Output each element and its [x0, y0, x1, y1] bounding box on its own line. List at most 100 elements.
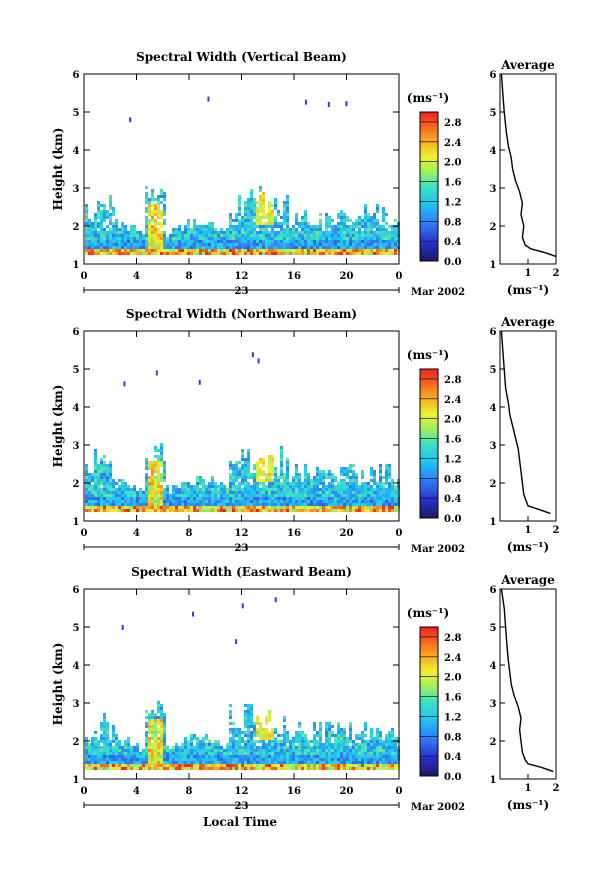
x-tick-label: 8	[186, 786, 193, 797]
average-title: Average	[500, 315, 555, 329]
colorbar-unit: (ms⁻¹)	[407, 91, 449, 105]
colorbar-tick-label: 2.8	[444, 633, 461, 644]
colorbar-tick-label: 1.6	[444, 693, 461, 704]
colorbar-unit: (ms⁻¹)	[407, 348, 449, 362]
panel-title: Spectral Width (Northward Beam)	[126, 307, 357, 321]
colorbar-tick-label: 0.8	[444, 217, 461, 228]
panel-title: Spectral Width (Vertical Beam)	[136, 50, 347, 64]
avg-x-label: (ms⁻¹)	[507, 540, 549, 554]
x-tick-label: 4	[133, 786, 140, 797]
avg-y-tick-label: 6	[490, 585, 497, 596]
colorbar-unit: (ms⁻¹)	[407, 606, 449, 620]
avg-x-tick-label: 2	[553, 783, 560, 794]
avg-y-tick-label: 4	[490, 146, 497, 157]
avg-y-tick-label: 3	[490, 184, 497, 195]
panel-title: Spectral Width (Eastward Beam)	[131, 565, 352, 579]
avg-y-tick-label: 2	[490, 479, 497, 490]
colorbar-tick-label: 0.0	[444, 257, 461, 268]
average-frame	[499, 588, 557, 780]
x-tick-label: 8	[186, 528, 193, 539]
colorbar-tick-label: 1.6	[444, 435, 461, 446]
heatmap-cells	[85, 597, 400, 770]
x-axis-label: Local Time	[203, 815, 277, 829]
colorbar-tick-label: 2.0	[444, 415, 461, 426]
colorbar	[419, 368, 439, 519]
y-tick-label: 4	[73, 403, 80, 414]
x-tick-label: 16	[287, 528, 301, 539]
x-tick-label: 0	[81, 786, 88, 797]
avg-y-tick-label: 1	[490, 775, 497, 786]
colorbar-tick-label: 2.4	[444, 653, 461, 664]
colorbar-tick-label: 2.8	[444, 375, 461, 386]
colorbar-tick-label: 0.4	[444, 752, 461, 763]
avg-y-tick-label: 2	[490, 222, 497, 233]
avg-x-label: (ms⁻¹)	[507, 283, 549, 297]
average-title: Average	[500, 58, 555, 72]
colorbar-tick-label: 0.0	[444, 772, 461, 783]
x-tick-label: 4	[133, 271, 140, 282]
average-profile-line	[500, 73, 557, 258]
avg-y-tick-label: 5	[490, 108, 497, 119]
y-tick-label: 3	[73, 699, 80, 710]
colorbar-tick-label: 0.8	[444, 732, 461, 743]
day-label: 23	[235, 801, 249, 812]
y-axis-label: Height (km)	[51, 643, 65, 726]
colorbar-tick-label: 0.8	[444, 474, 461, 485]
avg-x-label: (ms⁻¹)	[507, 798, 549, 812]
x-tick-label: 0	[396, 528, 403, 539]
avg-y-tick-label: 1	[490, 517, 497, 528]
avg-x-tick-label: 1	[525, 268, 532, 279]
x-tick-label: 20	[340, 271, 354, 282]
heatmap-cells	[85, 352, 400, 512]
avg-y-tick-label: 6	[490, 327, 497, 338]
colorbar-tick-label: 0.0	[444, 514, 461, 525]
x-tick-label: 20	[340, 786, 354, 797]
x-tick-label: 0	[396, 786, 403, 797]
avg-x-tick-label: 2	[553, 268, 560, 279]
day-label: 23	[235, 286, 249, 297]
avg-y-tick-label: 6	[490, 70, 497, 81]
month-label: Mar 2002	[411, 287, 465, 298]
y-tick-label: 2	[73, 479, 80, 490]
y-tick-label: 1	[73, 260, 80, 271]
average-title: Average	[500, 573, 555, 587]
y-tick-label: 6	[73, 70, 80, 81]
avg-x-tick-label: 1	[525, 783, 532, 794]
avg-y-tick-label: 4	[490, 403, 497, 414]
average-frame	[499, 330, 557, 522]
colorbar-tick-label: 2.0	[444, 158, 461, 169]
colorbar-tick-label: 2.0	[444, 673, 461, 684]
colorbar-tick-label: 1.2	[444, 454, 461, 465]
colorbar-tick-label: 2.8	[444, 118, 461, 129]
colorbar-tick-label: 1.2	[444, 197, 461, 208]
y-tick-label: 1	[73, 775, 80, 786]
x-tick-label: 16	[287, 271, 301, 282]
x-tick-label: 16	[287, 786, 301, 797]
y-tick-label: 1	[73, 517, 80, 528]
colorbar	[419, 626, 439, 777]
x-tick-label: 4	[133, 528, 140, 539]
colorbar-tick-label: 0.4	[444, 494, 461, 505]
avg-x-tick-label: 2	[553, 525, 560, 536]
x-tick-label: 0	[81, 271, 88, 282]
colorbar-tick-label: 0.4	[444, 237, 461, 248]
avg-y-tick-label: 1	[490, 260, 497, 271]
avg-y-tick-label: 5	[490, 623, 497, 634]
colorbar-tick-label: 2.4	[444, 395, 461, 406]
average-frame	[499, 73, 557, 265]
x-tick-label: 8	[186, 271, 193, 282]
x-tick-label: 12	[235, 271, 249, 282]
avg-y-tick-label: 3	[490, 699, 497, 710]
avg-y-tick-label: 5	[490, 365, 497, 376]
heatmap-cells	[85, 96, 400, 255]
y-tick-label: 3	[73, 441, 80, 452]
colorbar	[419, 111, 439, 262]
y-tick-label: 3	[73, 184, 80, 195]
y-tick-label: 4	[73, 661, 80, 672]
day-label: 23	[235, 543, 249, 554]
y-tick-label: 2	[73, 737, 80, 748]
average-profile-line	[500, 330, 551, 515]
